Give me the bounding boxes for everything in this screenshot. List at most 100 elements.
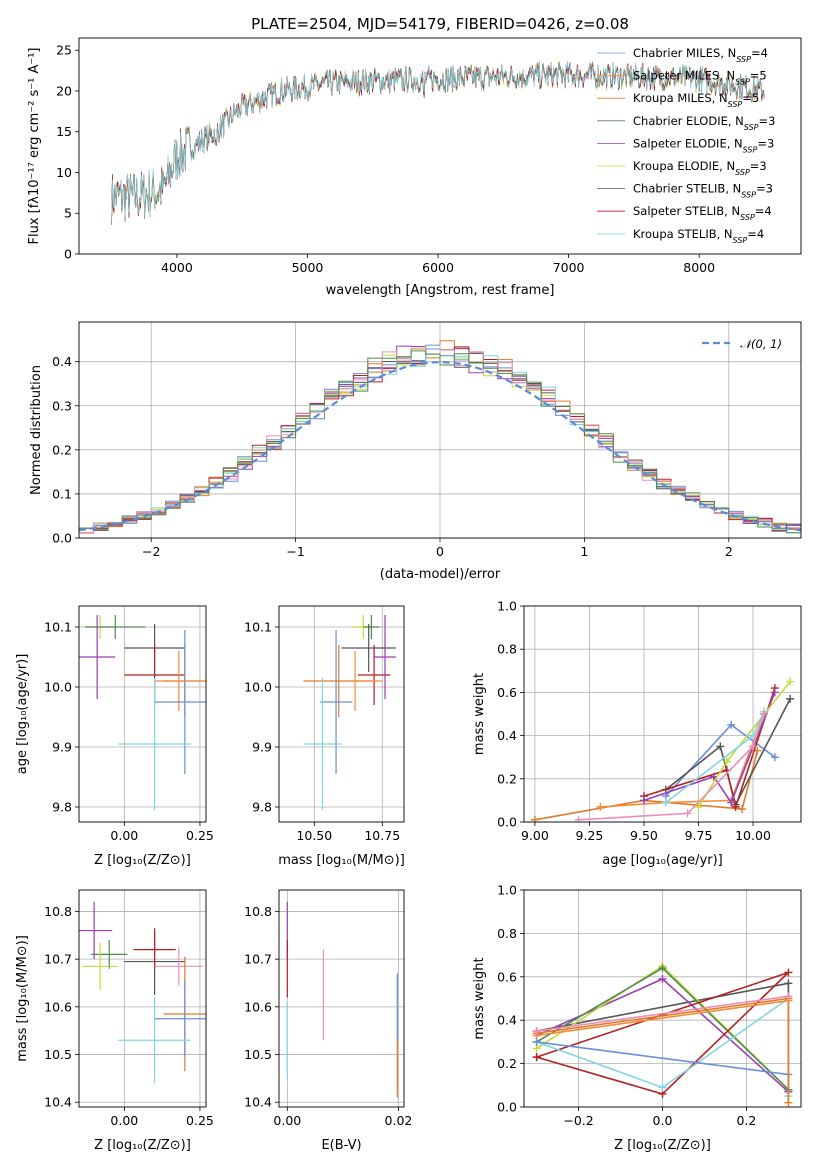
- y-tick-label: 10: [56, 165, 72, 180]
- y-tick-label: 0.8: [497, 926, 517, 941]
- y-axis-label: mass weight: [472, 673, 487, 755]
- legend-label: Chabrier ELODIE, NSSP=3: [633, 114, 775, 132]
- y-tick-label: 0.6: [497, 685, 517, 700]
- y-tick-label: 1.0: [497, 883, 517, 898]
- y-tick-label: 0.1: [52, 486, 72, 501]
- weight-marker: [727, 720, 736, 729]
- legend-label: 𝒩(0, 1): [740, 337, 782, 351]
- y-tick-label: 0.4: [497, 1013, 517, 1028]
- panel-spectrum: 4000 5000 6000 7000 8000 0 5 10 15 20 25 Chabrier M…: [27, 37, 802, 298]
- x-tick-label: 0.25: [186, 828, 214, 843]
- y-tick-label: 0.0: [497, 1100, 517, 1115]
- y-tick-label: 10.8: [244, 904, 272, 919]
- x-tick-label: 7000: [553, 260, 585, 275]
- y-tick-label: 25: [56, 43, 72, 58]
- legend-label: Kroupa ELODIE, NSSP=3: [633, 159, 767, 177]
- panel-weight_vs_age: 9.00 9.25 9.50 9.75 10.00 0.0 0.2 0.4 0.6 0.8 1.0 a…: [472, 599, 802, 868]
- y-tick-label: 0.2: [497, 1056, 517, 1071]
- x-axis-label: Z [log₁₀(Z/Z⊙)]: [94, 853, 191, 868]
- x-tick-label: 5000: [292, 260, 324, 275]
- gaussian-curve: [79, 360, 801, 532]
- y-tick-label: 0.2: [497, 771, 517, 786]
- x-tick-label: 4000: [161, 260, 193, 275]
- histogram-step: [79, 347, 801, 533]
- legend-label: Kroupa STELIB, NSSP=4: [633, 227, 764, 245]
- y-tick-label: 10.0: [244, 680, 272, 695]
- x-tick-label: 0.00: [110, 828, 138, 843]
- x-tick-label: 0.02: [385, 1113, 413, 1128]
- y-tick-label: 10.7: [244, 952, 272, 967]
- y-tick-label: 0.2: [52, 442, 72, 457]
- plot-area: [79, 615, 206, 810]
- y-tick-label: 10.4: [44, 1095, 72, 1110]
- plot-area: [530, 677, 795, 822]
- y-tick-label: 0.3: [52, 398, 72, 413]
- y-tick-label: 9.8: [52, 800, 72, 815]
- y-tick-label: 5: [64, 206, 72, 221]
- axes-frame: [78, 605, 207, 823]
- weight-marker: [532, 1027, 541, 1036]
- y-tick-label: 10.6: [44, 999, 72, 1014]
- x-tick-label: 6000: [422, 260, 454, 275]
- weight-marker: [738, 805, 747, 814]
- y-tick-label: 0.6: [497, 969, 517, 984]
- x-axis-label: Z [log₁₀(Z/Z⊙)]: [614, 1138, 711, 1153]
- weight-marker: [770, 753, 779, 762]
- weight-marker: [683, 809, 692, 818]
- x-tick-label: 0.2: [736, 1113, 756, 1128]
- weight-marker: [784, 979, 793, 988]
- weight-marker: [532, 1053, 541, 1062]
- weight-line: [536, 1041, 789, 1076]
- weight-marker: [749, 731, 758, 740]
- x-tick-label: 0.25: [186, 1113, 214, 1128]
- y-tick-label: 10.0: [44, 680, 72, 695]
- weight-marker: [770, 688, 779, 697]
- weight-marker: [658, 974, 667, 983]
- legend: Chabrier MILES, NSSP=4 Salpeter MILES, NS…: [597, 46, 775, 244]
- x-tick-label: 10.00: [735, 828, 771, 843]
- axes-frame: [278, 605, 405, 823]
- weight-marker: [749, 742, 758, 751]
- y-tick-label: 0.4: [497, 728, 517, 743]
- y-tick-label: 10.8: [44, 904, 72, 919]
- y-axis-label: Flux [fλ10⁻¹⁷ erg cm⁻² s⁻¹ A⁻¹]: [27, 48, 42, 245]
- axes-frame: [278, 889, 405, 1108]
- plot-area: [79, 901, 206, 1084]
- x-tick-label: 1: [580, 544, 588, 559]
- weight-line: [536, 995, 789, 1032]
- y-axis-label: Normed distribution: [29, 365, 44, 495]
- weight-marker: [784, 992, 793, 1001]
- x-tick-label: 0: [436, 544, 444, 559]
- y-axis-label: age [log₁₀(age/yr)]: [15, 654, 30, 775]
- y-tick-label: 0: [64, 247, 72, 262]
- weight-marker: [661, 798, 670, 807]
- weight-line: [536, 971, 789, 1095]
- weight-marker: [722, 757, 731, 766]
- plot-area: [286, 901, 398, 1098]
- y-axis-label: mass [log₁₀(M/M⊙)]: [15, 935, 30, 1062]
- x-tick-label: 9.00: [521, 828, 549, 843]
- plot-area: [532, 961, 793, 1107]
- panel-residuals: −2 −1 0 1 2 0.0 0.1 0.2 0.3 0.4 𝒩(0, 1) (data-model…: [29, 321, 802, 582]
- x-tick-label: 0.00: [273, 1113, 301, 1128]
- x-axis-label: wavelength [Angstrom, rest frame]: [326, 283, 555, 298]
- x-axis-label: E(B-V): [321, 1138, 361, 1153]
- spectrum-line: [111, 61, 765, 225]
- weight-marker: [639, 796, 648, 805]
- weight-marker: [759, 710, 768, 718]
- legend-label: Salpeter STELIB, NSSP=4: [633, 204, 772, 222]
- y-tick-label: 10.4: [244, 1095, 272, 1110]
- y-tick-label: 9.8: [252, 800, 272, 815]
- x-tick-label: 10.50: [296, 828, 332, 843]
- y-tick-label: 10.6: [244, 999, 272, 1014]
- legend-label: Salpeter MILES, NSSP=5: [633, 69, 767, 87]
- y-tick-label: 0.8: [497, 642, 517, 657]
- x-tick-label: 9.75: [685, 828, 713, 843]
- y-tick-label: 10.1: [44, 620, 72, 635]
- weight-line: [643, 687, 776, 810]
- panel-mass_vs_Z: 0.00 0.25 10.4 10.5 10.6 10.7 10.8 Z [log₁₀(Z/Z…: [15, 889, 214, 1153]
- weight-marker: [784, 1098, 793, 1107]
- y-tick-label: 9.9: [252, 740, 272, 755]
- axes-frame: [78, 37, 802, 255]
